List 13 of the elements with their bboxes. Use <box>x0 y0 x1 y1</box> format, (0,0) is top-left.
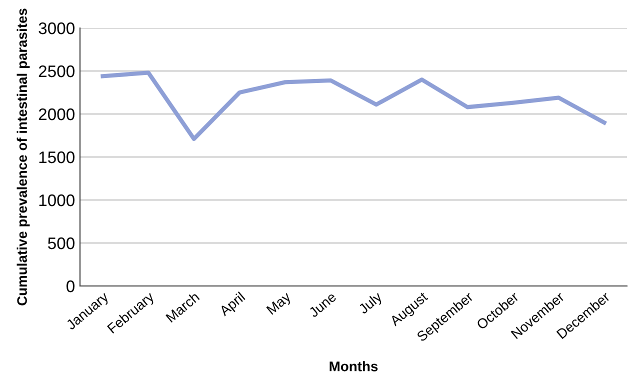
x-tick-label: May <box>266 291 294 317</box>
y-tick-label: 500 <box>48 237 74 250</box>
line-series <box>100 70 606 142</box>
y-tick-label: 2500 <box>38 65 74 78</box>
y-tick-label: 0 <box>66 280 74 292</box>
y-axis-title: Cumulative prevalence of intestinal parasites <box>16 8 30 306</box>
y-tick-label: 2000 <box>38 108 74 120</box>
y-tick-label: 3000 <box>38 22 74 34</box>
y-tick-label: 1000 <box>39 194 74 206</box>
x-tick-label: June <box>308 292 337 318</box>
y-tick-label: 1500 <box>39 151 74 164</box>
x-tick-label: July <box>358 290 385 317</box>
x-axis-title: Months <box>330 361 378 372</box>
